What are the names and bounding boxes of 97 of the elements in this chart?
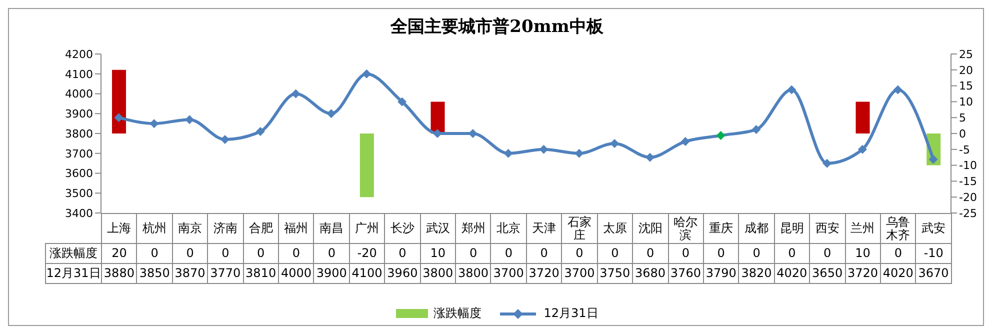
data-label: 3800 bbox=[420, 264, 456, 284]
x-tick-label: 广州 bbox=[349, 214, 385, 244]
x-tick-label: 兰州 bbox=[845, 214, 880, 244]
data-label: 3820 bbox=[738, 264, 774, 284]
data-label: 20 bbox=[102, 244, 137, 264]
x-tick-label: 福州 bbox=[278, 214, 314, 244]
data-label: 3720 bbox=[526, 264, 562, 284]
y-tick-label: 3400 bbox=[65, 206, 93, 220]
x-tick-label: 重庆 bbox=[703, 214, 739, 244]
text: 涨跌幅度 bbox=[50, 246, 98, 260]
x-tick-label: 南京 bbox=[172, 214, 208, 244]
data-label: 0 bbox=[172, 244, 208, 264]
y2-tick-label: 5 bbox=[959, 112, 966, 125]
data-label: 3880 bbox=[102, 264, 137, 284]
x-tick-label: 杭州 bbox=[136, 214, 172, 244]
y2-tick-label: -10 bbox=[959, 159, 977, 172]
data-label: 3670 bbox=[916, 264, 952, 284]
y-tick-label: 4000 bbox=[65, 88, 93, 101]
y2-tick-label: 20 bbox=[959, 64, 973, 77]
y2-tick-label: 0 bbox=[959, 127, 966, 140]
data-label: 0 bbox=[278, 244, 314, 264]
x-tick-label: 沈阳 bbox=[632, 214, 668, 244]
data-label: 0 bbox=[562, 244, 598, 264]
data-label: 3810 bbox=[243, 264, 279, 284]
y-tick-label: 4200 bbox=[65, 48, 93, 61]
y-tick-label: 3600 bbox=[65, 167, 93, 180]
data-label: 0 bbox=[880, 244, 916, 264]
y2-tick-label: -20 bbox=[959, 191, 977, 204]
x-tick-label: 合肥 bbox=[243, 214, 279, 244]
x-tick-label: 成都 bbox=[738, 214, 774, 244]
data-label: 0 bbox=[774, 244, 810, 264]
x-tick-label: 天津 bbox=[526, 214, 562, 244]
y-tick-label: 3500 bbox=[65, 187, 93, 200]
data-label: 3720 bbox=[845, 264, 880, 284]
y2-tick-label: -5 bbox=[959, 143, 970, 156]
data-label: 4020 bbox=[774, 264, 810, 284]
y2-tick-label: -15 bbox=[959, 175, 977, 188]
data-label: 0 bbox=[243, 244, 279, 264]
data-label: 0 bbox=[456, 244, 491, 264]
y-tick-label: 3900 bbox=[65, 108, 93, 121]
x-tick-label: 哈尔滨 bbox=[668, 214, 704, 244]
chart-title: 全国主要城市普20mm中板 bbox=[389, 16, 604, 38]
x-tick-label: 北京 bbox=[490, 214, 526, 244]
data-label: 4000 bbox=[278, 264, 314, 284]
x-tick-label: 南昌 bbox=[314, 214, 350, 244]
data-label: 0 bbox=[526, 244, 562, 264]
data-label: 0 bbox=[208, 244, 244, 264]
text: 12月31日 bbox=[46, 266, 101, 280]
data-label: 3760 bbox=[668, 264, 704, 284]
data-label: 4020 bbox=[880, 264, 916, 284]
data-label: 0 bbox=[384, 244, 420, 264]
data-label: 0 bbox=[632, 244, 668, 264]
y-tick-label: 4100 bbox=[65, 68, 93, 81]
data-label: 0 bbox=[810, 244, 846, 264]
y-tick-label: 3700 bbox=[65, 147, 93, 160]
data-label: 3850 bbox=[136, 264, 172, 284]
data-label: 10 bbox=[845, 244, 880, 264]
y2-tick-label: 25 bbox=[959, 48, 973, 61]
x-tick-label: 石家庄 bbox=[562, 214, 598, 244]
x-tick-label: 太原 bbox=[597, 214, 633, 244]
legend-label: 涨跌幅度 bbox=[432, 305, 482, 322]
data-label: 3960 bbox=[384, 264, 420, 284]
data-label: 0 bbox=[668, 244, 704, 264]
data-label: 3870 bbox=[172, 264, 208, 284]
data-label: 3700 bbox=[490, 264, 526, 284]
data-label: 4100 bbox=[349, 264, 385, 284]
data-label: 3680 bbox=[632, 264, 668, 284]
x-tick-label: 乌鲁木齐 bbox=[880, 214, 916, 244]
x-tick-label: 武安 bbox=[916, 214, 952, 244]
data-label: 3770 bbox=[208, 264, 244, 284]
data-label: 0 bbox=[490, 244, 526, 264]
data-label: 3650 bbox=[810, 264, 846, 284]
y-tick-label: 3800 bbox=[65, 127, 93, 140]
x-tick-label: 上海 bbox=[102, 214, 137, 244]
legend-label: 12月31日 bbox=[542, 305, 598, 322]
data-label: -10 bbox=[916, 244, 952, 264]
y2-tick-label: 10 bbox=[959, 96, 973, 109]
data-label: -20 bbox=[349, 244, 385, 264]
data-label: 3700 bbox=[562, 264, 598, 284]
y2-tick-label: -25 bbox=[959, 206, 977, 220]
x-tick-label: 西安 bbox=[810, 214, 846, 244]
data-label: 0 bbox=[314, 244, 350, 264]
x-tick-label: 长沙 bbox=[384, 214, 420, 244]
x-tick-label: 昆明 bbox=[774, 214, 810, 244]
x-tick-label: 武汉 bbox=[420, 214, 456, 244]
data-label: 0 bbox=[597, 244, 633, 264]
x-tick-label: 济南 bbox=[208, 214, 244, 244]
data-label: 10 bbox=[420, 244, 456, 264]
y2-tick-label: 15 bbox=[959, 80, 973, 93]
x-tick-label: 郑州 bbox=[456, 214, 491, 244]
data-label: 3900 bbox=[314, 264, 350, 284]
data-label: 0 bbox=[136, 244, 172, 264]
data-label: 3750 bbox=[597, 264, 633, 284]
data-label: 0 bbox=[703, 244, 739, 264]
data-label: 3800 bbox=[456, 264, 491, 284]
data-label: 3790 bbox=[703, 264, 739, 284]
data-label: 0 bbox=[738, 244, 774, 264]
